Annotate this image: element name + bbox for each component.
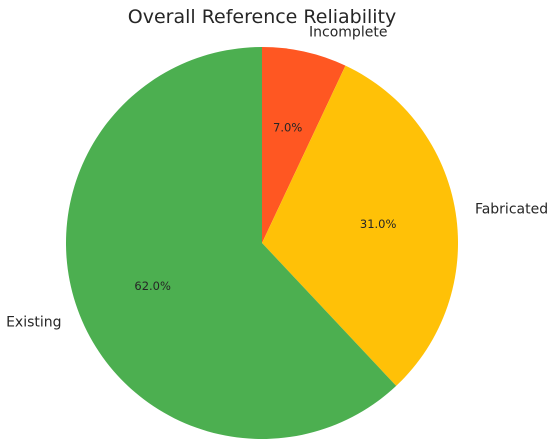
chart-title: Overall Reference Reliability <box>128 6 397 28</box>
pie-slices <box>65 47 458 439</box>
slice-label-fabricated: Fabricated <box>475 201 548 217</box>
slice-label-incomplete: Incomplete <box>309 25 387 41</box>
slice-label-existing: Existing <box>6 314 61 330</box>
pie-slice-existing <box>65 47 397 439</box>
pie-slice-incomplete <box>262 47 346 243</box>
pie-labels: Incomplete 7.0% Fabricated 31.0% Existing 62.… <box>6 25 548 331</box>
slice-percent-fabricated: 31.0% <box>360 217 397 231</box>
slice-percent-existing: 62.0% <box>134 279 171 293</box>
pie-slice-fabricated <box>262 65 458 386</box>
slice-percent-incomplete: 7.0% <box>273 121 302 135</box>
